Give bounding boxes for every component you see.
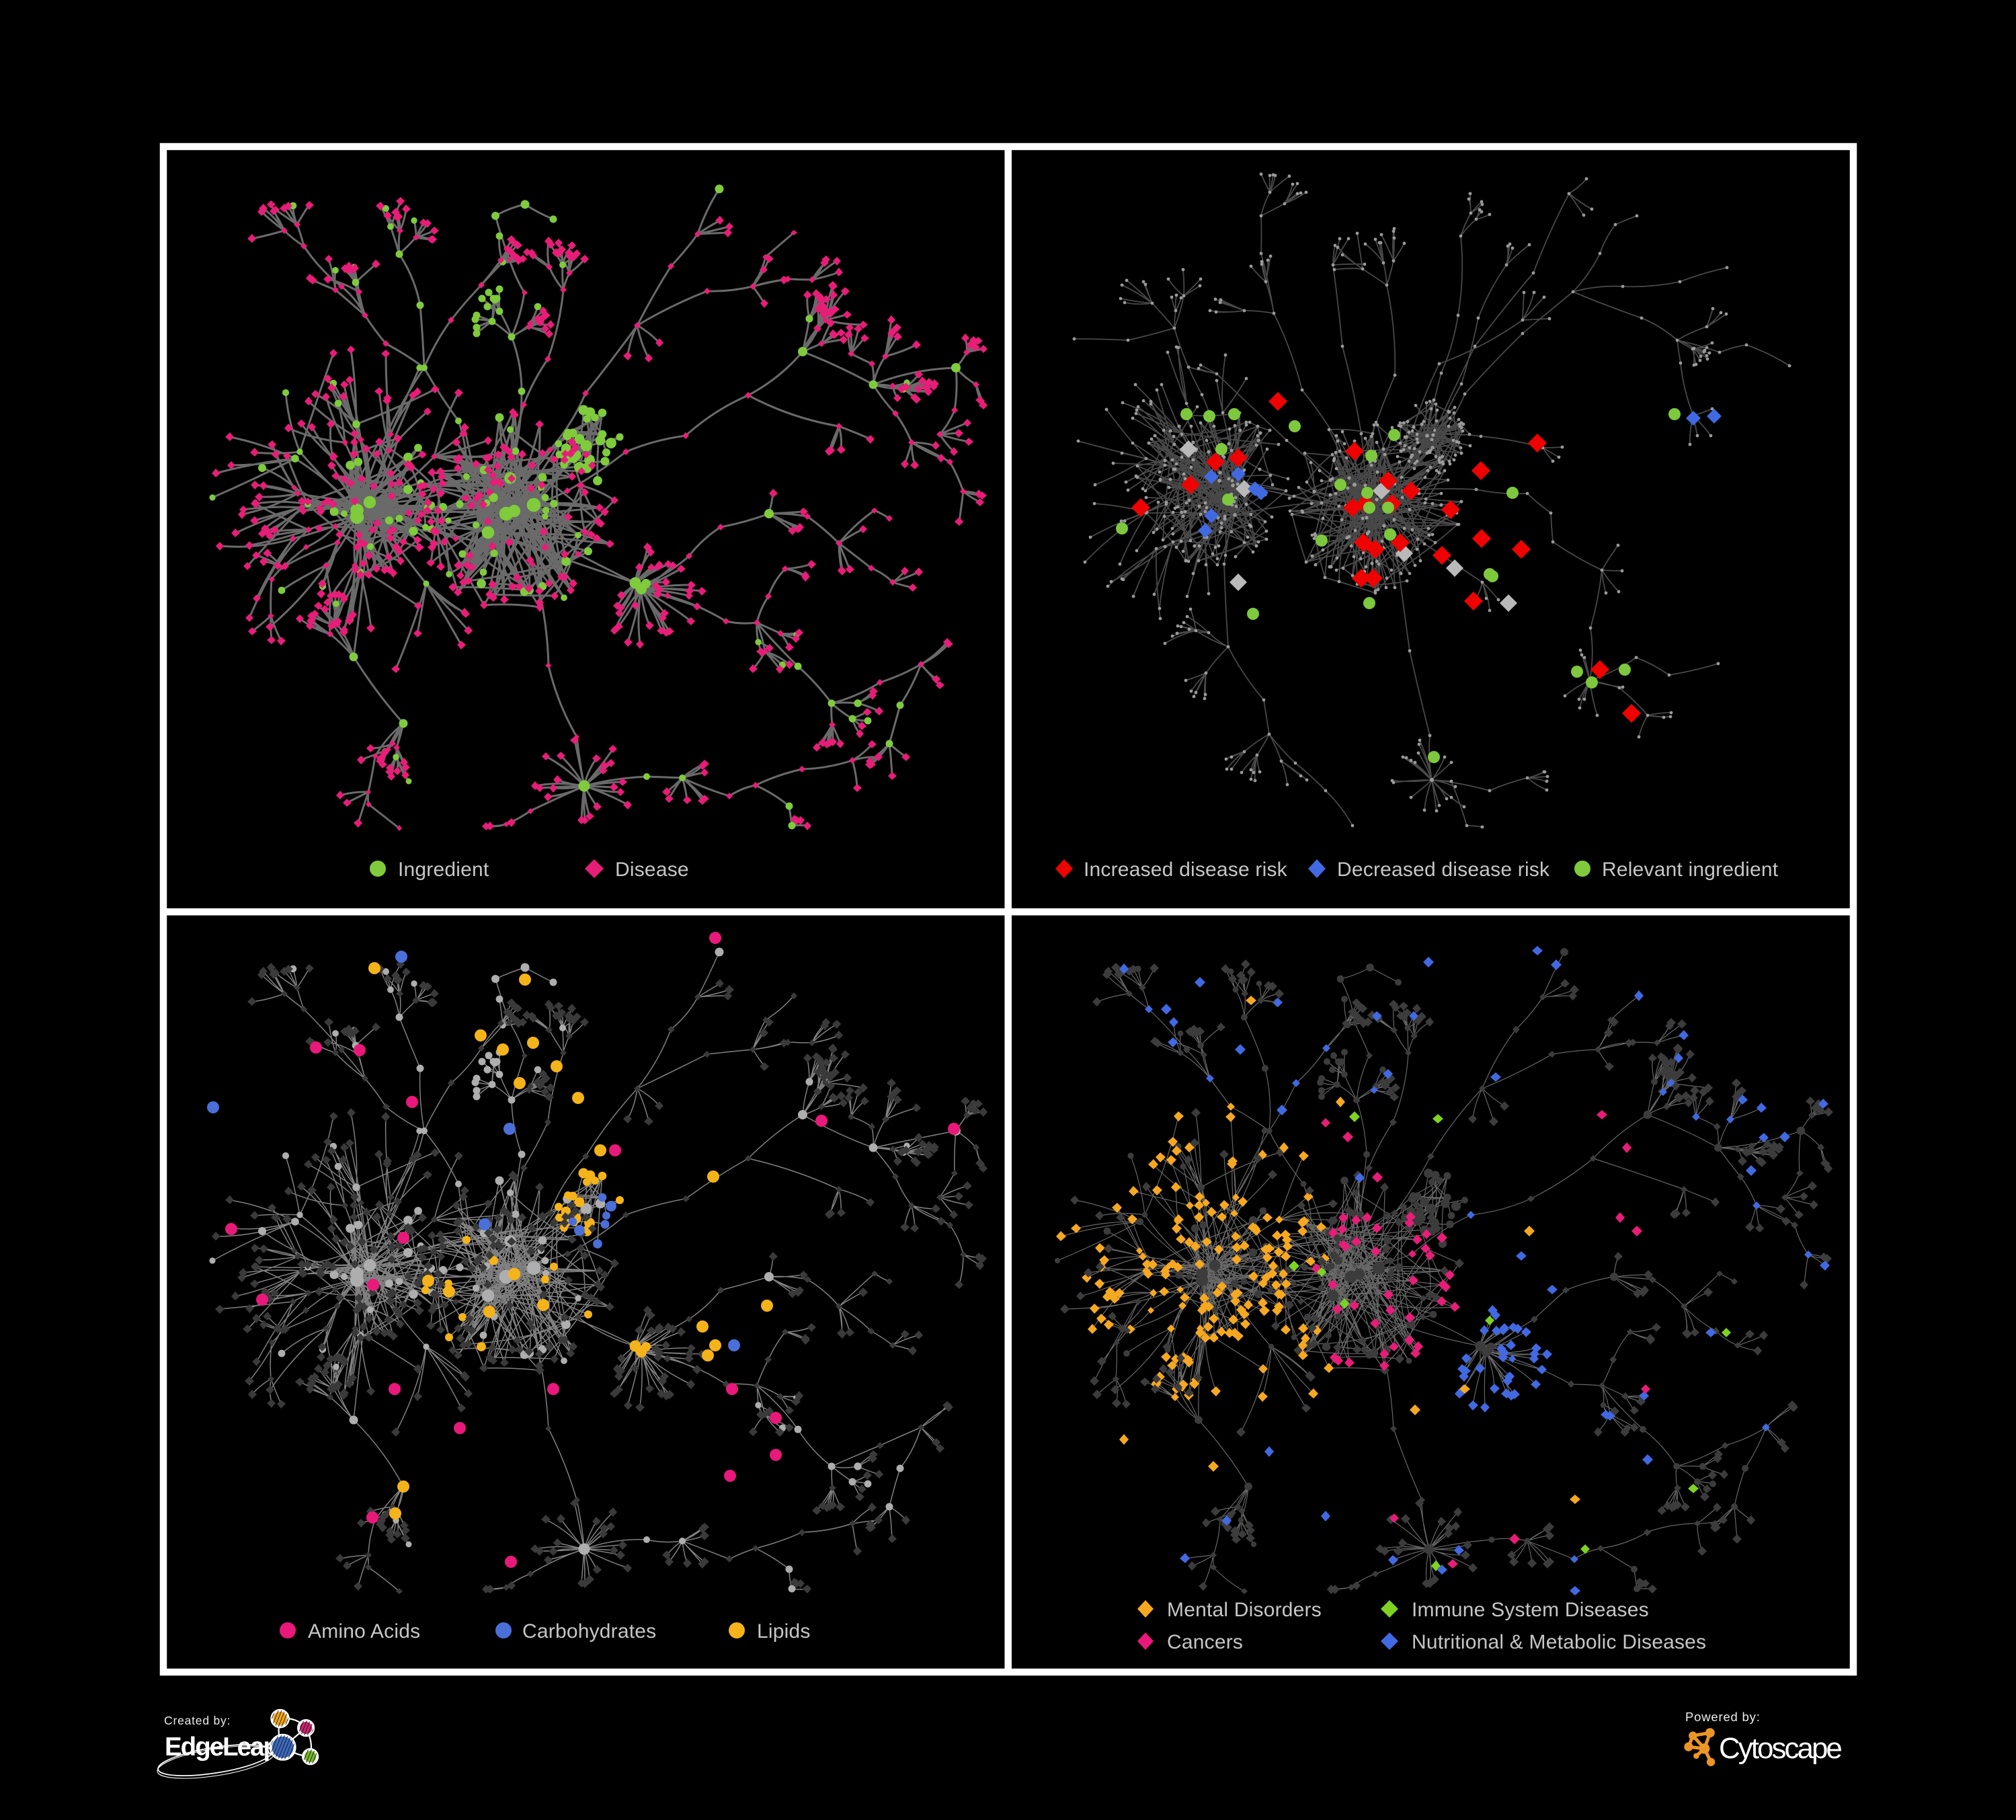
svg-text:Created by:: Created by: [164, 1714, 231, 1727]
svg-text:Powered by:: Powered by: [1685, 1710, 1761, 1724]
svg-text:Lipids: Lipids [757, 1620, 811, 1643]
svg-text:Decreased disease risk: Decreased disease risk [1337, 859, 1550, 881]
svg-text:Cancers: Cancers [1167, 1631, 1243, 1653]
svg-text:Cytoscape: Cytoscape [1719, 1732, 1841, 1765]
svg-text:EdgeLeap: EdgeLeap [165, 1733, 278, 1762]
svg-text:Disease: Disease [615, 859, 689, 881]
svg-text:Carbohydrates: Carbohydrates [522, 1620, 656, 1643]
svg-text:Immune System Diseases: Immune System Diseases [1412, 1599, 1649, 1621]
svg-text:Relevant ingredient: Relevant ingredient [1602, 859, 1779, 881]
svg-text:Amino Acids: Amino Acids [308, 1620, 420, 1643]
svg-text:Ingredient: Ingredient [398, 859, 489, 881]
svg-text:Mental Disorders: Mental Disorders [1167, 1599, 1322, 1621]
svg-text:Increased disease risk: Increased disease risk [1084, 859, 1288, 881]
svg-text:Nutritional & Metabolic Diseas: Nutritional & Metabolic Diseases [1412, 1631, 1706, 1653]
